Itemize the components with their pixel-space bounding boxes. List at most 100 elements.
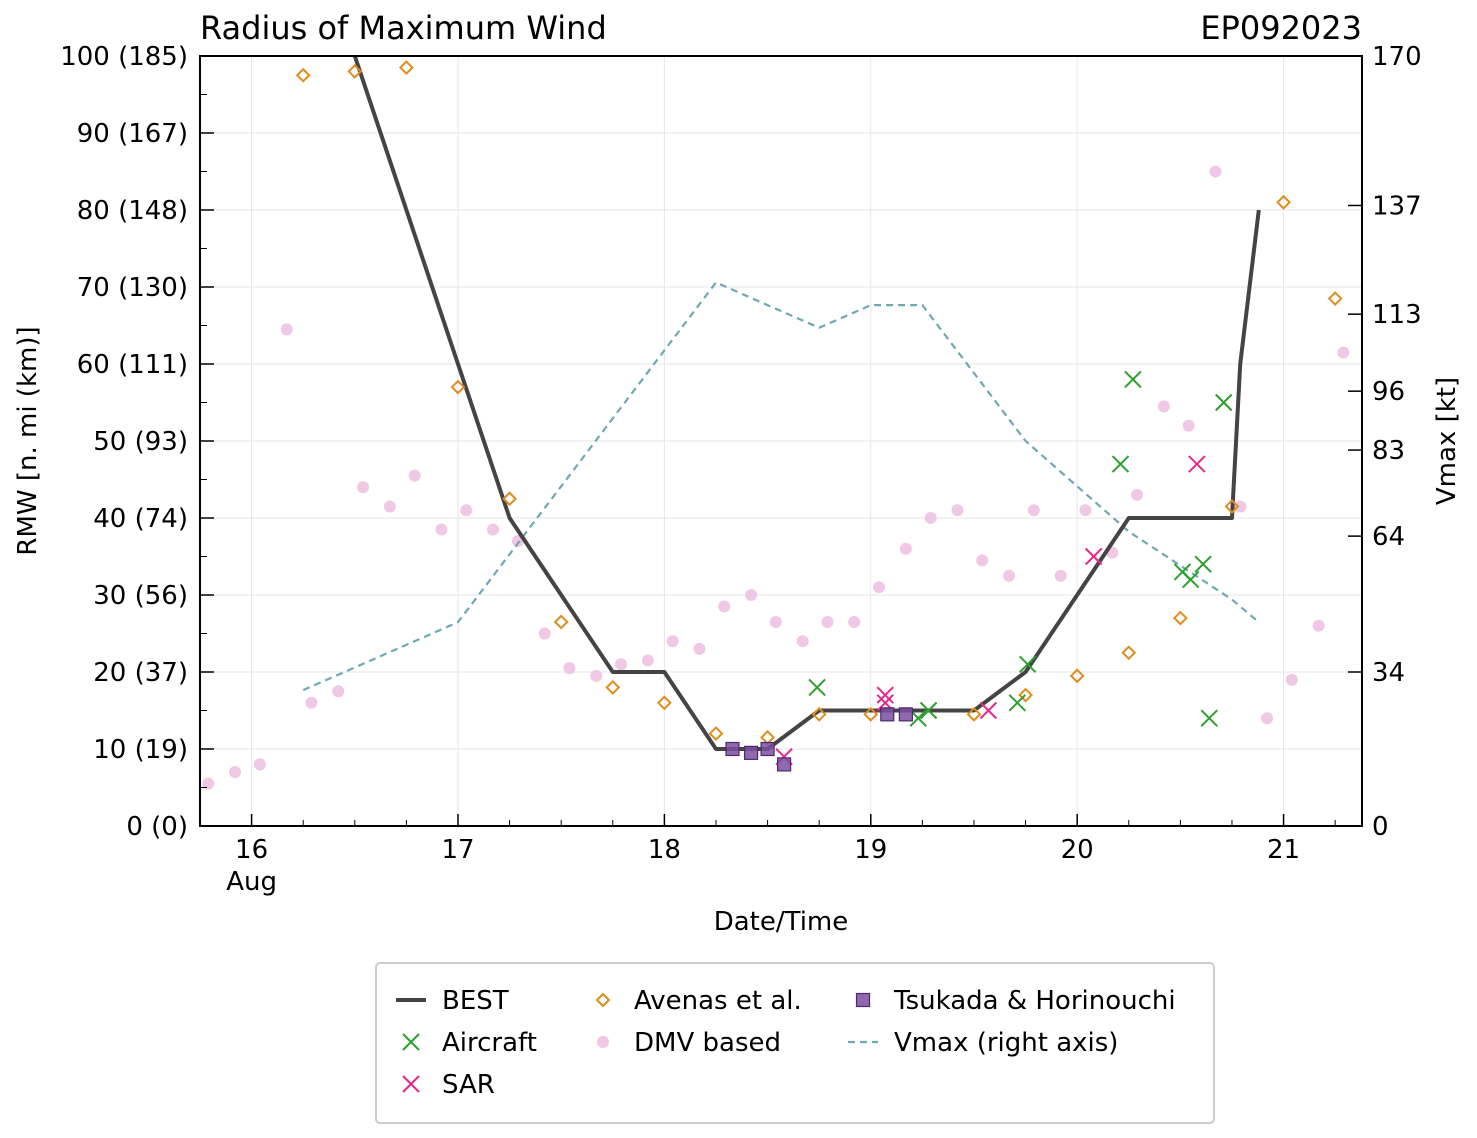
aircraft-point-stroke bbox=[1200, 709, 1218, 727]
avenas-et-al-point bbox=[863, 706, 879, 722]
aircraft-point-stroke bbox=[1111, 455, 1130, 473]
dmv-based-point bbox=[435, 523, 448, 536]
dmv-based-point bbox=[253, 758, 266, 771]
avenas-et-al-point bbox=[966, 706, 982, 722]
aircraft-point bbox=[1215, 393, 1233, 412]
dmv-based-point bbox=[1285, 673, 1298, 686]
aircraft-point-stroke bbox=[1215, 393, 1233, 412]
y-tick-label: 20 (37) bbox=[93, 658, 188, 688]
legend-aircraft-swatch-stroke bbox=[402, 1033, 420, 1051]
sar-point-stroke bbox=[876, 694, 894, 712]
sar-point-stroke bbox=[979, 701, 998, 720]
avenas-et-al-point bbox=[1172, 610, 1188, 626]
dmv-based-point bbox=[976, 554, 989, 567]
avenas-et-al-point bbox=[1121, 645, 1137, 661]
dmv-based-point bbox=[848, 615, 861, 628]
avenas-et-al-point bbox=[760, 730, 775, 745]
legend-box bbox=[375, 962, 1215, 1124]
y-tick-label: 100 (185) bbox=[60, 42, 188, 72]
dmv-based-point bbox=[280, 323, 293, 336]
dmv-based-point bbox=[1234, 500, 1247, 513]
dmv-based-point bbox=[924, 512, 937, 524]
aircraft-point bbox=[919, 701, 938, 720]
tsukada-horinouchi-point bbox=[776, 757, 792, 772]
aircraft-point bbox=[1181, 570, 1200, 589]
avenas-et-al-point bbox=[1276, 194, 1291, 210]
avenas-et-al-point bbox=[656, 695, 672, 711]
dmv-based-point bbox=[1182, 419, 1195, 432]
avenas-et-al-point bbox=[811, 706, 827, 722]
y-tick-label: 70 (130) bbox=[77, 273, 188, 303]
y2-tick-label: 0 bbox=[1372, 812, 1389, 842]
sar-point bbox=[1188, 455, 1206, 473]
avenas-et-al-point bbox=[1224, 499, 1240, 514]
aircraft-point-stroke bbox=[1008, 694, 1027, 712]
aircraft-point-stroke bbox=[1181, 570, 1200, 589]
aircraft-point-stroke bbox=[1018, 655, 1037, 674]
grid bbox=[200, 55, 1362, 827]
aircraft-point bbox=[1200, 709, 1218, 727]
avenas-et-al-point bbox=[295, 67, 311, 83]
aircraft-point bbox=[1018, 655, 1037, 674]
y2-tick-label: 83 bbox=[1372, 436, 1405, 466]
sar-point-stroke bbox=[1188, 455, 1206, 473]
dmv-based-point bbox=[408, 469, 421, 482]
dmv-based-point bbox=[718, 600, 731, 613]
dmv-based-point bbox=[460, 504, 473, 517]
tsukada-horinouchi-point bbox=[898, 707, 913, 722]
dmv-based-point bbox=[1027, 504, 1040, 517]
y2-tick-label: 137 bbox=[1372, 191, 1422, 221]
dmv-based-point bbox=[1337, 346, 1350, 359]
y2-tick-label: 170 bbox=[1372, 42, 1422, 72]
dmv-based-point bbox=[1131, 488, 1144, 501]
x-axis-label: Date/Time bbox=[714, 907, 849, 937]
y2-tick-label: 113 bbox=[1372, 300, 1422, 330]
legend-items: BEST Avenas et al. Tsukada & Horinouchi Air… bbox=[396, 986, 1176, 1100]
avenas-et-al-point bbox=[708, 726, 724, 742]
dmv-based-point bbox=[383, 500, 396, 513]
y-tick-label: 40 (74) bbox=[93, 504, 188, 534]
dmv-based-point bbox=[769, 615, 782, 628]
dmv-based-point bbox=[1312, 619, 1325, 632]
avenas-et-al-point bbox=[553, 614, 569, 630]
dmv-based-point bbox=[487, 523, 500, 536]
y-axis-label: RMW [n. mi (km)] bbox=[13, 326, 43, 555]
legend: BEST Avenas et al. Tsukada & Horinouchi Air… bbox=[375, 962, 1215, 1124]
avenas-et-al-point bbox=[1327, 291, 1343, 306]
y-tick-label: 80 (148) bbox=[77, 196, 188, 226]
chart-title: Radius of Maximum Wind bbox=[200, 9, 607, 47]
dmv-based-point bbox=[873, 581, 886, 594]
dmv-based-point bbox=[666, 635, 679, 648]
dmv-based-point bbox=[951, 504, 964, 517]
dmv-based-point bbox=[693, 642, 706, 655]
legend-sar-label: SAR bbox=[442, 1070, 495, 1100]
aircraft-point-stroke bbox=[909, 709, 927, 727]
legend-aircraft-swatch bbox=[402, 1033, 420, 1051]
avenas-et-al-point bbox=[1018, 687, 1033, 703]
dmv-based-point bbox=[1261, 712, 1274, 725]
tsukada-horinouchi-point bbox=[880, 707, 895, 722]
sar-point-stroke bbox=[876, 686, 894, 704]
sar-point-stroke bbox=[1084, 547, 1103, 566]
dmv-based-point bbox=[305, 696, 318, 709]
best-line bbox=[352, 56, 1261, 751]
x-tick-label: 16 bbox=[235, 835, 268, 865]
dmv-based-point bbox=[202, 777, 215, 790]
y2-tick-label: 64 bbox=[1372, 522, 1405, 552]
legend-best-label: BEST bbox=[442, 986, 509, 1016]
dmv-based-point bbox=[1209, 165, 1222, 178]
y2-axis-label: Vmax [kt] bbox=[1432, 377, 1462, 505]
aircraft-point-stroke bbox=[1124, 370, 1142, 389]
aircraft-point-stroke bbox=[919, 701, 938, 720]
y2-tick-label: 96 bbox=[1372, 377, 1405, 407]
avenas-et-al-point bbox=[502, 491, 518, 507]
legend-avenas-et-al-swatch bbox=[595, 992, 611, 1008]
storm-id: EP092023 bbox=[1200, 9, 1362, 47]
aircraft-point-stroke bbox=[1194, 555, 1212, 573]
aircraft-point bbox=[1111, 455, 1130, 473]
dmv-based-point bbox=[1157, 400, 1170, 413]
y-tick-label: 50 (93) bbox=[93, 427, 188, 457]
data-marks bbox=[202, 56, 1350, 790]
dmv-based-point bbox=[1079, 504, 1092, 517]
